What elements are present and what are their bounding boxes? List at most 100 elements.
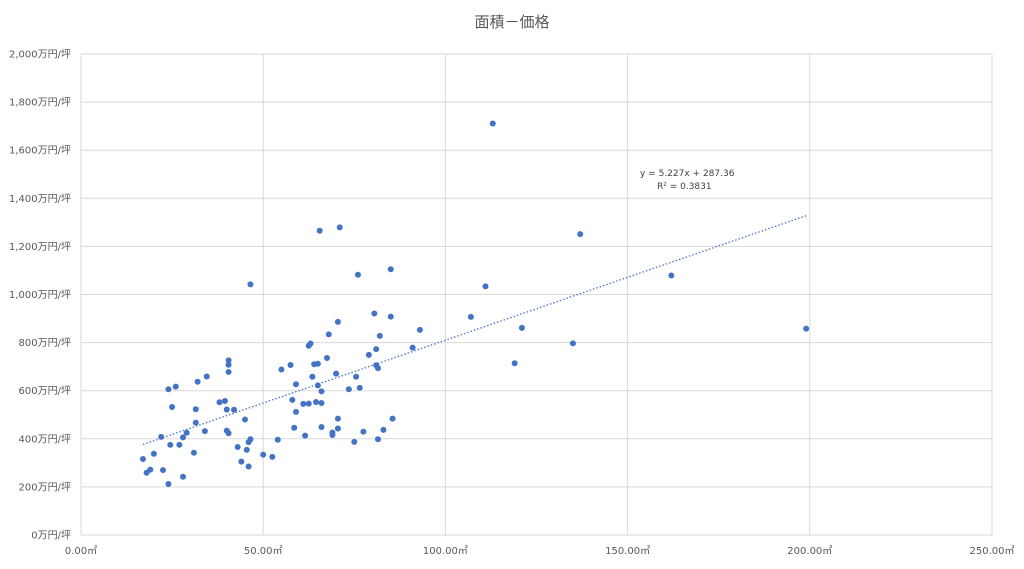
data-point xyxy=(409,344,416,351)
data-point xyxy=(165,481,172,488)
chart-title: 面積－価格 xyxy=(474,13,549,31)
data-point xyxy=(489,120,496,127)
data-point xyxy=(225,368,232,375)
data-point xyxy=(334,415,341,422)
data-point xyxy=(374,436,381,443)
data-point xyxy=(577,231,584,238)
data-points xyxy=(139,120,810,488)
data-point xyxy=(305,400,312,407)
data-point xyxy=(318,424,325,431)
data-point xyxy=(309,373,316,380)
data-point xyxy=(467,313,474,320)
data-point xyxy=(518,324,525,331)
data-point xyxy=(353,373,360,380)
data-point xyxy=(302,432,309,439)
data-point xyxy=(221,398,228,405)
data-point xyxy=(313,399,320,406)
tick-labels: 0万円/坪 200万円/坪 400万円/坪 600万円/坪 800万円/坪 1,000万円… xyxy=(9,48,1015,558)
data-point xyxy=(365,351,372,358)
data-point xyxy=(354,271,361,278)
data-point xyxy=(373,346,380,353)
trendline-equation: y = 5.227x + 287.36 xyxy=(640,169,735,179)
data-point xyxy=(318,388,325,395)
data-point xyxy=(225,430,232,437)
data-point xyxy=(158,433,165,440)
data-point xyxy=(192,419,199,426)
data-point xyxy=(225,361,232,368)
data-point xyxy=(318,399,325,406)
x-tick-label: 100.00㎡ xyxy=(423,545,468,557)
data-point xyxy=(139,456,146,463)
data-point xyxy=(194,378,201,385)
data-point xyxy=(668,272,675,279)
y-tick-label: 1,200万円/坪 xyxy=(9,240,71,253)
x-tick-label: 0.00㎡ xyxy=(65,545,97,557)
data-point xyxy=(291,424,298,431)
data-point xyxy=(243,446,250,453)
y-tick-label: 1,800万円/坪 xyxy=(9,96,71,109)
data-point xyxy=(260,451,267,458)
data-point xyxy=(376,332,383,339)
data-point xyxy=(356,384,363,391)
data-point xyxy=(300,400,307,407)
data-point xyxy=(351,438,358,445)
data-point xyxy=(167,441,174,448)
data-point xyxy=(203,373,210,380)
data-point xyxy=(292,408,299,415)
data-point xyxy=(329,431,336,438)
x-tick-label: 50.00㎡ xyxy=(244,545,283,557)
data-point xyxy=(201,428,208,435)
y-tick-label: 600万円/坪 xyxy=(19,384,71,397)
data-point xyxy=(274,436,281,443)
data-point xyxy=(190,449,197,456)
y-tick-label: 0万円/坪 xyxy=(31,529,71,542)
data-point xyxy=(269,453,276,460)
data-point xyxy=(389,415,396,422)
data-point xyxy=(387,266,394,273)
data-point xyxy=(292,381,299,388)
data-point xyxy=(387,313,394,320)
data-point xyxy=(334,318,341,325)
data-point xyxy=(176,441,183,448)
data-point xyxy=(183,429,190,436)
x-tick-label: 200.00㎡ xyxy=(787,545,832,557)
data-point xyxy=(314,382,321,389)
data-point xyxy=(150,450,157,457)
data-point xyxy=(374,365,381,372)
data-point xyxy=(334,425,341,432)
grid-layer xyxy=(80,53,993,536)
data-point xyxy=(223,406,230,413)
data-point xyxy=(247,436,254,443)
data-point xyxy=(192,406,199,413)
data-point xyxy=(165,386,172,393)
data-point xyxy=(172,383,179,390)
data-point xyxy=(325,331,332,338)
data-point xyxy=(316,227,323,234)
trendline-r-squared: R² = 0.3831 xyxy=(657,182,712,192)
data-point xyxy=(336,224,343,231)
data-point xyxy=(147,466,154,473)
data-point xyxy=(216,399,223,406)
data-point xyxy=(360,428,367,435)
x-tick-label: 250.00㎡ xyxy=(970,545,1015,557)
data-point xyxy=(333,370,340,377)
trendline xyxy=(142,215,807,446)
data-point xyxy=(569,340,576,347)
data-point xyxy=(307,340,314,347)
data-point xyxy=(482,283,489,290)
y-tick-label: 400万円/坪 xyxy=(19,432,71,445)
data-point xyxy=(225,357,232,364)
data-point xyxy=(180,434,187,441)
data-point xyxy=(234,443,241,450)
data-point xyxy=(289,396,296,403)
data-point xyxy=(245,463,252,470)
trendline-annotation: y = 5.227x + 287.36 R² = 0.3831 xyxy=(640,169,735,192)
data-point xyxy=(345,386,352,393)
y-tick-label: 1,600万円/坪 xyxy=(9,144,71,157)
data-point xyxy=(803,325,810,332)
data-point xyxy=(231,406,238,413)
data-point xyxy=(287,361,294,368)
data-point xyxy=(371,310,378,317)
